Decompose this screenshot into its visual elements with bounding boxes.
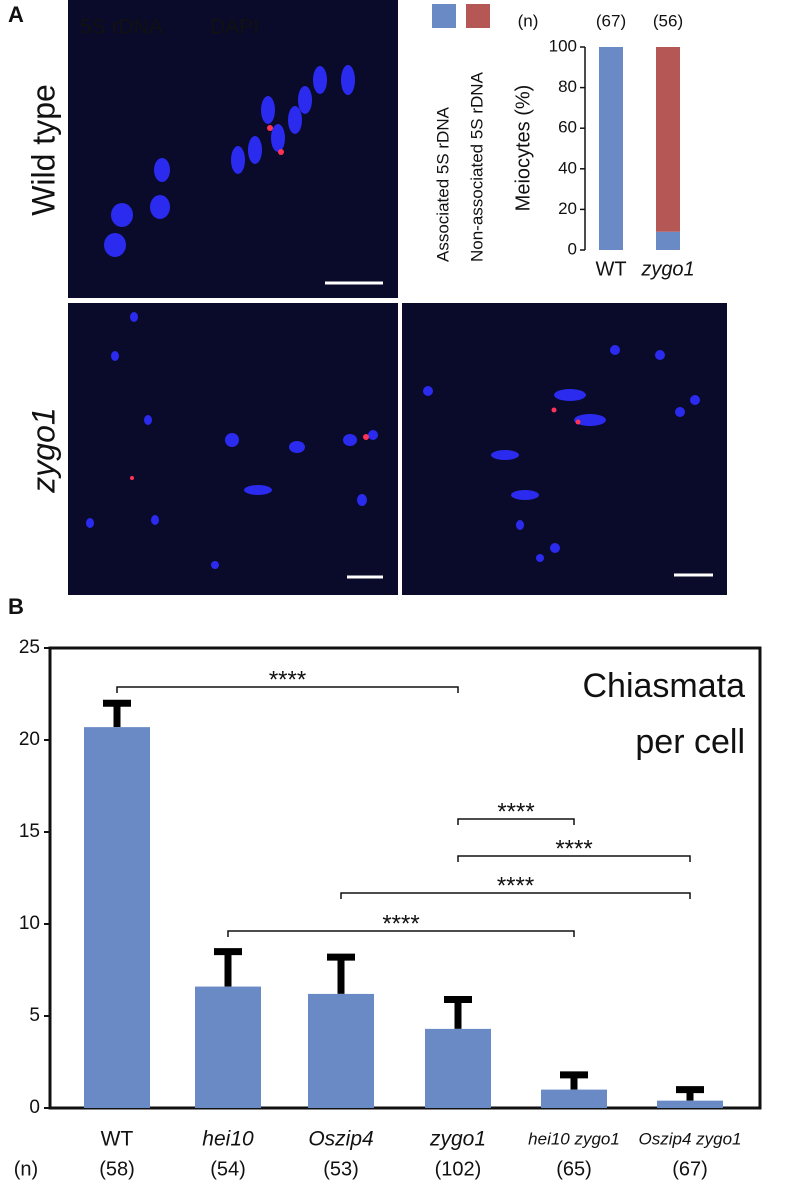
n-label: (65) <box>556 1158 592 1180</box>
bar-segment <box>599 47 623 250</box>
n-label: (53) <box>323 1158 359 1180</box>
y-tick-label: 100 <box>549 36 577 55</box>
chart-title: Chiasmata <box>582 667 745 705</box>
y-tick-label: 0 <box>29 1097 40 1118</box>
significance-label: **** <box>497 872 534 899</box>
legend-label: Associated 5S rDNA <box>433 106 452 262</box>
n-header: (n) <box>518 11 539 30</box>
legend-label: Non-associated 5S rDNA <box>467 71 486 262</box>
row-label: Wild type <box>25 84 61 216</box>
y-tick-label: 60 <box>558 118 577 137</box>
x-tick-label: Oszip4 <box>308 1128 373 1151</box>
x-tick-label: WT <box>595 258 626 280</box>
plot-frame <box>48 646 762 1110</box>
image-legend: 5S rDNA <box>80 16 163 39</box>
y-tick-label: 20 <box>558 199 577 218</box>
x-tick-label: hei10 <box>202 1128 254 1151</box>
y-tick-label: 40 <box>558 158 577 177</box>
bar <box>195 986 261 1108</box>
n-label: (67) <box>596 11 626 30</box>
bar-segment <box>656 231 680 250</box>
y-tick-label: 10 <box>19 913 40 934</box>
y-tick-label: 5 <box>29 1005 40 1026</box>
significance-label: **** <box>382 910 419 937</box>
significance-bracket <box>116 686 459 693</box>
significance-bracket <box>457 818 575 825</box>
significance-label: **** <box>497 798 534 825</box>
n-label: (54) <box>210 1158 246 1180</box>
n-label: (67) <box>672 1158 708 1180</box>
significance-label: **** <box>555 835 592 862</box>
bar <box>541 1089 607 1108</box>
x-tick-label: WT <box>101 1128 134 1151</box>
image-legend: DAPI <box>210 16 259 39</box>
n-label: (56) <box>653 11 683 30</box>
bar <box>425 1028 491 1108</box>
x-tick-label: hei10 zygo1 <box>528 1129 620 1148</box>
y-axis-label: Meiocytes (%) <box>512 85 534 212</box>
significance-bracket <box>340 892 691 899</box>
panel-label: B <box>8 594 24 619</box>
y-tick-label: 0 <box>568 239 577 258</box>
n-label: (58) <box>99 1158 135 1180</box>
n-header: (n) <box>14 1158 38 1180</box>
y-tick-label: 15 <box>19 821 40 842</box>
row-label: zygo1 <box>25 407 61 493</box>
x-tick-label: zygo1 <box>429 1128 486 1151</box>
micrographs <box>68 0 727 595</box>
bar <box>308 993 374 1108</box>
significance-label: **** <box>269 666 306 693</box>
chart-title: per cell <box>635 723 745 761</box>
significance-bracket <box>457 855 691 862</box>
bar-segment <box>656 47 680 232</box>
legend-swatch <box>466 4 490 28</box>
y-tick-label: 25 <box>19 637 40 658</box>
bar <box>84 727 150 1108</box>
legend-swatch <box>432 4 456 28</box>
x-tick-label: zygo1 <box>640 258 694 280</box>
bar <box>657 1100 723 1108</box>
y-tick-label: 20 <box>19 729 40 750</box>
significance-bracket <box>227 930 575 937</box>
y-tick-label: 80 <box>558 77 577 96</box>
x-tick-label: Oszip4 zygo1 <box>639 1129 742 1148</box>
panel-label: A <box>8 2 24 27</box>
n-label: (102) <box>435 1158 482 1180</box>
